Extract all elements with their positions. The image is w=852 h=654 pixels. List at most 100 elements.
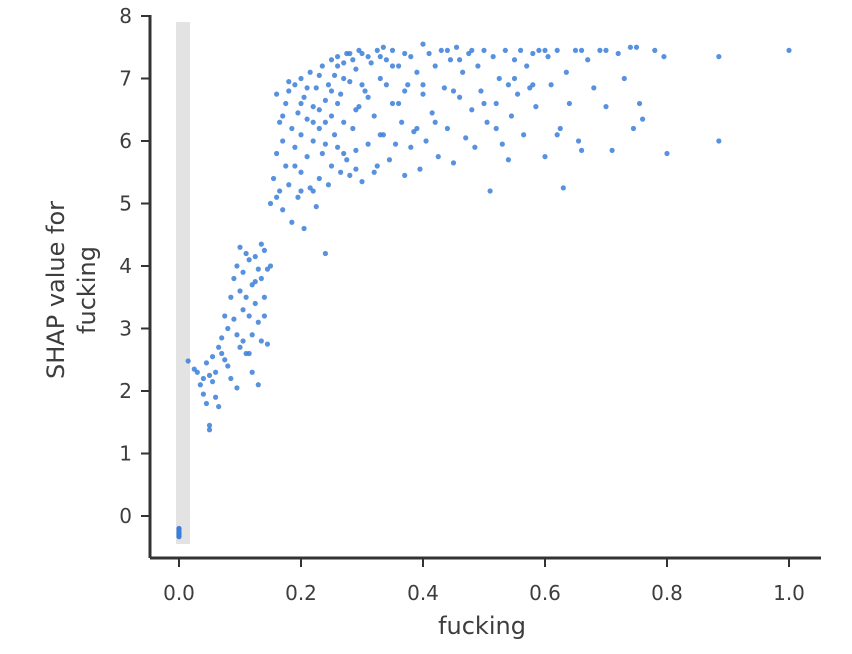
data-point bbox=[374, 47, 380, 53]
data-point bbox=[566, 100, 573, 107]
data-point bbox=[621, 75, 627, 82]
data-point bbox=[219, 350, 225, 357]
data-point bbox=[414, 69, 420, 75]
data-point bbox=[176, 525, 182, 532]
data-point bbox=[292, 144, 298, 150]
data-point bbox=[252, 254, 258, 260]
data-point bbox=[347, 172, 353, 178]
data-point bbox=[368, 60, 374, 66]
data-point bbox=[664, 150, 670, 157]
data-point bbox=[209, 379, 216, 385]
data-point bbox=[225, 325, 231, 332]
data-point bbox=[328, 113, 335, 119]
data-point bbox=[200, 391, 206, 397]
data-point bbox=[414, 125, 420, 132]
x-axis-title: fucking bbox=[438, 612, 526, 640]
data-point bbox=[304, 116, 310, 122]
data-point bbox=[237, 344, 243, 350]
data-point bbox=[554, 47, 560, 53]
data-point bbox=[347, 79, 353, 85]
data-point bbox=[246, 350, 252, 357]
data-point bbox=[490, 54, 496, 60]
data-point bbox=[310, 119, 316, 125]
data-point bbox=[716, 54, 722, 60]
data-point bbox=[298, 75, 304, 82]
data-point bbox=[533, 104, 539, 110]
data-point bbox=[633, 44, 640, 50]
data-point bbox=[200, 375, 206, 382]
data-point bbox=[353, 147, 359, 153]
data-point bbox=[237, 288, 243, 294]
data-point bbox=[331, 72, 338, 78]
data-point bbox=[377, 75, 383, 82]
data-point bbox=[255, 319, 261, 325]
y-tick-label: 1 bbox=[119, 442, 132, 466]
data-point bbox=[396, 100, 402, 107]
data-point bbox=[295, 194, 301, 200]
data-point bbox=[716, 138, 722, 144]
data-point bbox=[280, 207, 286, 213]
data-point bbox=[338, 169, 344, 175]
data-point bbox=[341, 75, 347, 82]
data-point bbox=[252, 300, 258, 307]
data-point bbox=[234, 332, 240, 338]
data-point bbox=[399, 119, 405, 125]
data-point bbox=[280, 113, 286, 119]
data-point bbox=[557, 125, 563, 132]
x-tick-label: 0.8 bbox=[651, 581, 683, 605]
data-point bbox=[289, 219, 295, 225]
data-point bbox=[392, 141, 399, 147]
x-tick-label: 1.0 bbox=[773, 581, 805, 605]
data-point bbox=[222, 357, 228, 363]
data-point bbox=[420, 41, 426, 47]
data-point bbox=[258, 241, 264, 247]
data-point bbox=[609, 147, 615, 153]
zero-value-band bbox=[176, 22, 190, 544]
data-point bbox=[203, 360, 210, 366]
scatter-points bbox=[176, 41, 792, 540]
data-point bbox=[453, 44, 460, 50]
data-point bbox=[249, 332, 255, 338]
data-point bbox=[264, 266, 271, 272]
data-point bbox=[374, 163, 380, 169]
data-point bbox=[405, 82, 411, 88]
data-point bbox=[383, 82, 389, 88]
data-point bbox=[389, 63, 396, 69]
y-tick-label: 2 bbox=[119, 379, 132, 403]
data-point bbox=[319, 63, 325, 69]
data-point bbox=[213, 394, 219, 400]
data-point bbox=[286, 79, 292, 85]
data-point bbox=[371, 113, 377, 119]
data-point bbox=[365, 141, 371, 147]
data-point bbox=[270, 175, 277, 182]
data-point bbox=[545, 54, 551, 60]
data-point bbox=[402, 172, 408, 178]
data-point bbox=[505, 82, 511, 88]
data-point bbox=[548, 82, 554, 88]
data-point bbox=[347, 50, 353, 57]
data-point bbox=[444, 47, 450, 53]
data-point bbox=[310, 138, 316, 144]
data-point bbox=[283, 163, 289, 169]
data-point bbox=[487, 188, 493, 194]
data-point bbox=[289, 125, 295, 132]
data-point bbox=[481, 47, 487, 53]
data-point bbox=[319, 150, 325, 157]
data-point bbox=[353, 166, 359, 172]
data-point bbox=[283, 100, 289, 107]
data-point bbox=[389, 47, 396, 53]
data-point bbox=[313, 85, 319, 91]
data-point bbox=[530, 50, 536, 57]
data-point bbox=[331, 132, 338, 138]
data-point bbox=[234, 385, 240, 391]
data-point bbox=[469, 107, 475, 113]
data-point bbox=[328, 163, 335, 169]
data-point bbox=[438, 47, 444, 53]
data-point bbox=[298, 188, 304, 194]
data-point bbox=[255, 382, 261, 388]
data-point bbox=[420, 82, 426, 88]
data-point bbox=[219, 335, 225, 341]
data-point bbox=[231, 275, 237, 282]
data-point bbox=[493, 125, 499, 132]
data-point bbox=[463, 135, 469, 141]
